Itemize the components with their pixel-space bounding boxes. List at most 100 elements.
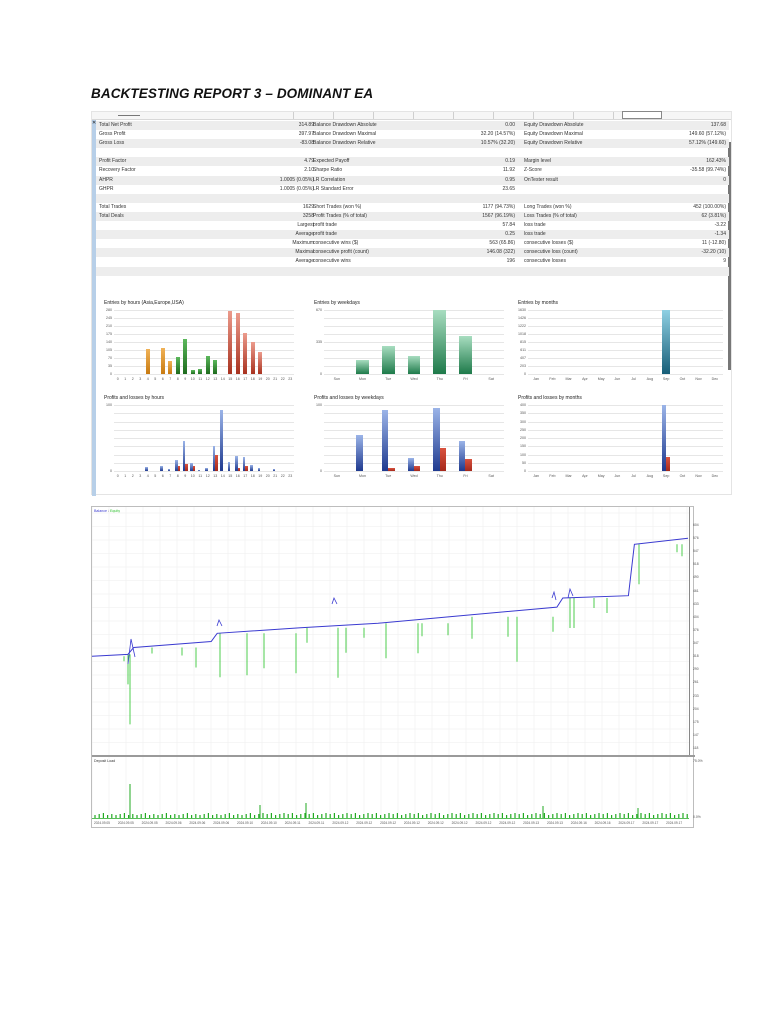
vertical-scrollbar[interactable] [728,142,731,370]
y-tick-label: 50 [522,460,526,465]
tab-9[interactable] [574,112,614,119]
gridline [114,438,294,439]
stat-value: Largest [297,222,314,229]
y-tick-label: 70 [108,356,112,360]
price-axis-label: 376 [693,627,699,632]
plot-area [114,310,294,375]
price-axis-label: 518 [693,562,699,567]
balance-equity-chart: Balance / Equity Deposit Load 118 147 175 2… [91,506,703,828]
x-tick-label: Sep [662,377,670,381]
loss-bar [388,468,395,471]
x-tick-label: May [597,377,605,381]
price-axis-label: 318 [693,654,699,659]
tab-7[interactable] [494,112,534,119]
gridline [114,366,294,367]
x-tick-label: Fri [463,474,468,478]
y-tick-label: 1018 [518,332,526,336]
page-title: BACKTESTING REPORT 3 – DOMINANT EA [91,86,374,101]
price-axis-label: 261 [693,680,699,685]
time-axis-label: 2024.09.11 [308,821,325,825]
stat-label: Balance Drawdown Maximal [313,131,377,138]
price-axis-label: 290 [693,667,699,672]
period-combo[interactable] [118,112,140,116]
price-axis-label: 490 [693,575,699,580]
bar [145,349,150,374]
stat-label: Expected Payoff [313,158,350,165]
stat-label: consecutive profit (count) [313,249,369,256]
tab-6[interactable] [454,112,494,119]
gridline [114,374,294,375]
price-axis-label: 433 [693,601,699,606]
stat-row: GHPR 1.0005 (0.05%) LR Standard Error 23.65 [96,185,729,194]
x-tick-label: 17 [243,377,248,381]
bar [258,351,263,374]
tab-active[interactable] [622,111,662,119]
time-axis-label: 2024.09.12 [332,821,349,825]
x-tick-label: Mar [565,377,572,381]
tab-4[interactable] [374,112,414,119]
chart-title: Profits and losses by hours [104,395,165,401]
x-tick-label: Jul [631,377,636,381]
x-tick-label: 11 [198,377,203,381]
bar [433,310,447,374]
stat-value: 23.65 [502,185,515,192]
plot-area [114,405,294,472]
time-axis-label: 2024.09.05 [141,821,158,825]
stat-value: Average [295,258,314,265]
plot-area [528,405,723,472]
chart-title: Profits and losses by months [518,395,582,401]
x-tick-label: 12 [205,474,210,478]
x-tick-label: 12 [205,377,210,381]
gridline [528,446,723,448]
stat-value: 162.43% [706,158,726,165]
chart-title: Entries by months [518,300,559,306]
stat-value: 32.20 (14.57%) [480,131,515,138]
x-tick-label: Dec [711,474,719,478]
stat-value: 11.92 [502,167,515,174]
subwindow-separator[interactable] [92,755,695,757]
tab-5[interactable] [414,112,454,119]
close-icon[interactable]: ✕ [92,120,97,126]
bar [243,332,248,374]
tab-2[interactable] [294,112,334,119]
profit-bar [205,468,208,471]
y-tick-label: 150 [520,444,526,449]
stat-label: Balance Drawdown Relative [313,140,376,147]
price-axis-label: 404 [693,614,699,619]
profit-bar [197,470,201,471]
loss-bar [439,447,447,471]
stat-label: profit trade [313,222,337,229]
loss-bar [237,468,241,471]
y-tick-label: 0 [524,469,526,473]
tab-1[interactable] [254,112,294,119]
gridline [114,310,294,311]
stat-value: -3.22 [714,222,726,229]
loss-bar [414,465,421,471]
gridline [324,454,504,456]
stat-row: Total Net Profit 314.89 Balance Drawdown A… [96,121,729,131]
stat-label: Balance Drawdown Absolute [313,122,377,128]
profit-bar [242,457,246,471]
profit-bar [235,455,238,471]
tab-8[interactable] [534,112,574,119]
bar [407,355,421,374]
balance-equity-plot [92,507,689,819]
stat-label: Total Trades [99,203,127,210]
gridline [528,350,723,351]
x-tick-label: 8 [176,377,179,381]
loss-bar [215,455,218,471]
bar [213,360,218,374]
gridline [324,405,504,406]
gridline [528,405,723,406]
stat-value: 11 (-12.80) [701,240,726,247]
stat-row: Profit Factor 4.79 Expected Payoff 0.19 Marg… [96,157,729,167]
tab-3[interactable] [334,112,374,119]
time-axis-label: 2024.09.06 [189,821,206,825]
time-axis-label: 2024.09.12 [380,821,397,825]
y-tick-label: 100 [316,403,322,407]
profit-bar [220,410,223,471]
bar [228,311,233,374]
stat-value: 452 (100.00%) [693,203,726,210]
legend-equity: Equity [110,509,120,513]
time-axis-label: 2024.09.05 [117,821,134,825]
